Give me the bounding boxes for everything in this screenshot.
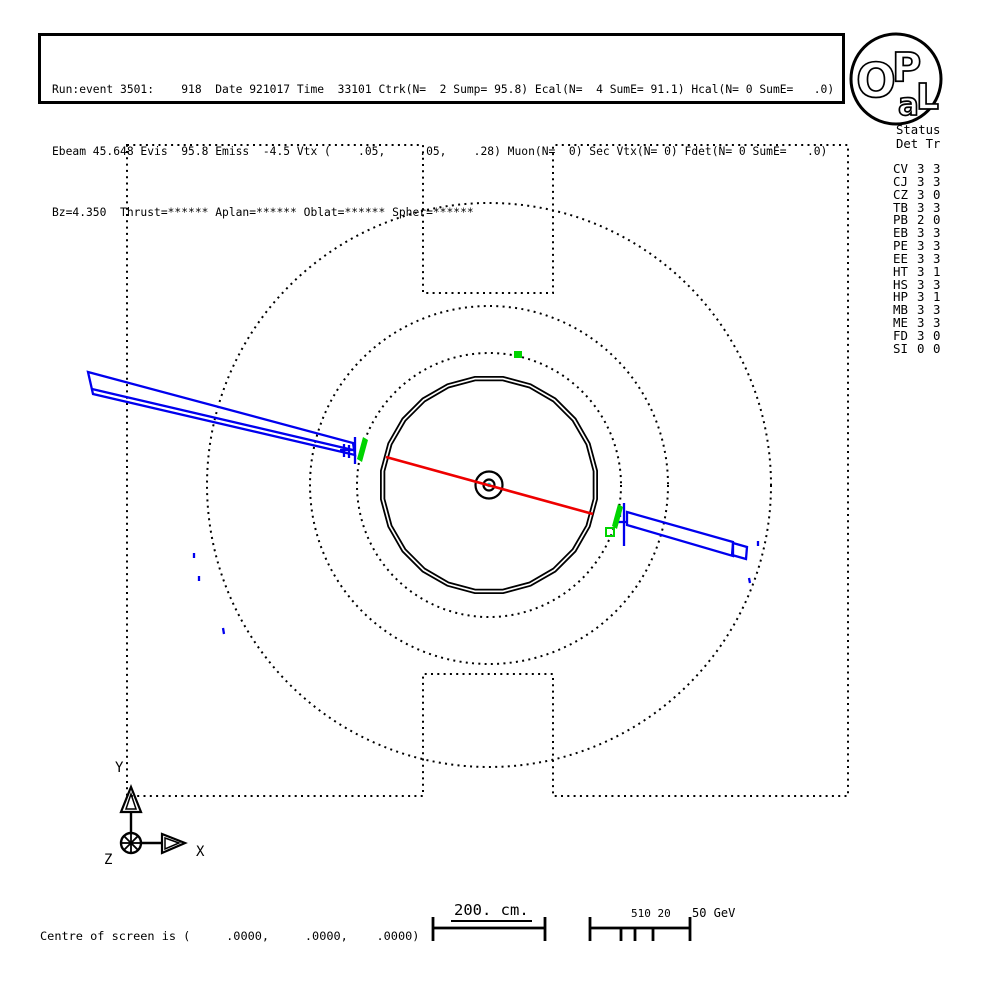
- tr-value: 0: [933, 327, 941, 343]
- event-info-line-1: Run:event 3501: 918 Date 921017 Time 331…: [52, 83, 835, 96]
- detector-status-list: CV 3 3 CJ 3 3 CZ 3 0 TB 3 3 PB 2 0 EB 3 3 PE 3 3 EE 3 3 HT 3 1 HS 3 3…: [893, 161, 941, 356]
- det-code: CJ: [893, 173, 908, 189]
- tr-value: 3: [933, 250, 941, 266]
- det-code: PE: [893, 238, 908, 254]
- tr-value: 3: [933, 315, 941, 331]
- status-row: TB 3 3: [893, 199, 941, 215]
- status-row: PB 2 0: [893, 214, 940, 227]
- status-row: MB 3 3: [893, 302, 941, 318]
- scale-bars: [431, 917, 692, 941]
- det-code: CV: [893, 161, 908, 176]
- calorimeter-circles: [206, 202, 772, 768]
- blue-tracks: [86, 370, 760, 635]
- status-row: HT 3 1: [893, 263, 941, 279]
- status-value: 3: [917, 225, 925, 241]
- status-value: 3: [917, 289, 925, 305]
- status-row: CJ 3 3: [893, 173, 941, 189]
- ecal-hits: [357, 351, 623, 537]
- status-row: EE 3 3: [893, 250, 941, 266]
- tr-value: 3: [933, 302, 941, 318]
- x-axis-label: X: [196, 844, 205, 860]
- status-row: PE 3 3: [893, 238, 941, 254]
- tr-value: 3: [933, 276, 941, 292]
- status-panel-subtitle: Det Tr: [896, 137, 941, 151]
- tr-value: 3: [933, 173, 941, 189]
- status-value: 3: [917, 276, 925, 292]
- status-value: 3: [917, 161, 925, 176]
- z-axis-label: Z: [104, 852, 113, 868]
- tr-value: 3: [933, 161, 941, 176]
- event-info-box: Run:event 3501: 918 Date 921017 Time 331…: [38, 33, 845, 219]
- gev-scale-label: 50 GeV: [692, 906, 736, 920]
- tr-value: 1: [933, 289, 941, 305]
- status-panel-title: Status: [896, 123, 941, 137]
- det-code: CZ: [893, 186, 908, 202]
- status-row: SI 0 0: [893, 340, 941, 356]
- status-row: HP 3 1: [893, 291, 940, 304]
- cm-scale-label: 200. cm.: [451, 901, 532, 922]
- status-row: CZ 3 0: [893, 186, 941, 202]
- det-code: SI: [893, 340, 908, 356]
- det-code: FD: [893, 327, 908, 343]
- tr-value: 0: [933, 186, 941, 202]
- jet-chamber: [379, 375, 598, 594]
- status-value: 3: [917, 302, 925, 318]
- det-code: TB: [893, 199, 908, 215]
- tr-value: 3: [933, 238, 941, 254]
- gev-tick-labels: 510 20: [631, 907, 671, 920]
- coordinate-axes: [119, 784, 188, 855]
- y-axis-label: Y: [115, 760, 124, 776]
- tr-value: 3: [933, 225, 941, 241]
- status-value: 3: [917, 263, 925, 279]
- tr-value: 0: [933, 212, 941, 228]
- status-row: CV 3 3: [893, 161, 941, 176]
- opal-logo-letter-l: L: [916, 77, 939, 118]
- det-code: PB: [893, 212, 908, 228]
- opal-logo-letter-a: a: [898, 87, 919, 123]
- det-code: MB: [893, 302, 908, 318]
- event-info-line-3: Bz=4.350 Thrust=****** Aplan=****** Obla…: [52, 206, 474, 219]
- status-row: HS 3 3: [893, 276, 941, 292]
- tr-value: 3: [933, 199, 941, 215]
- det-code: ME: [893, 315, 908, 331]
- status-value: 3: [917, 238, 925, 254]
- red-track: [385, 455, 594, 516]
- det-code: HS: [893, 276, 908, 292]
- status-row: EB 3 3: [893, 225, 941, 241]
- status-value: 3: [917, 186, 925, 202]
- status-value: 3: [917, 173, 925, 189]
- tr-value: 0: [933, 340, 941, 356]
- opal-logo: O P a L: [849, 32, 943, 126]
- status-row: ME 3 3: [893, 315, 941, 331]
- opal-logo-letter-p: P: [892, 45, 921, 91]
- status-value: 3: [917, 327, 925, 343]
- det-code: EB: [893, 225, 908, 241]
- det-code: HP: [893, 289, 908, 305]
- opal-logo-letter-o: O: [856, 54, 896, 109]
- centre-of-screen-text: Centre of screen is ( .0000, .0000, .000…: [40, 929, 420, 943]
- det-code: HT: [893, 263, 908, 279]
- status-value: 2: [917, 212, 925, 228]
- status-row: FD 3 0: [893, 327, 941, 343]
- tr-value: 1: [933, 263, 941, 279]
- opal-logo-circle: [849, 32, 943, 126]
- status-value: 3: [917, 315, 925, 331]
- det-code: EE: [893, 250, 908, 266]
- status-value: 3: [917, 250, 925, 266]
- status-value: 3: [917, 199, 925, 215]
- status-value: 0: [917, 340, 925, 356]
- event-info-line-2: Ebeam 45.648 Evis 95.8 Emiss -4.5 Vtx ( …: [52, 144, 828, 158]
